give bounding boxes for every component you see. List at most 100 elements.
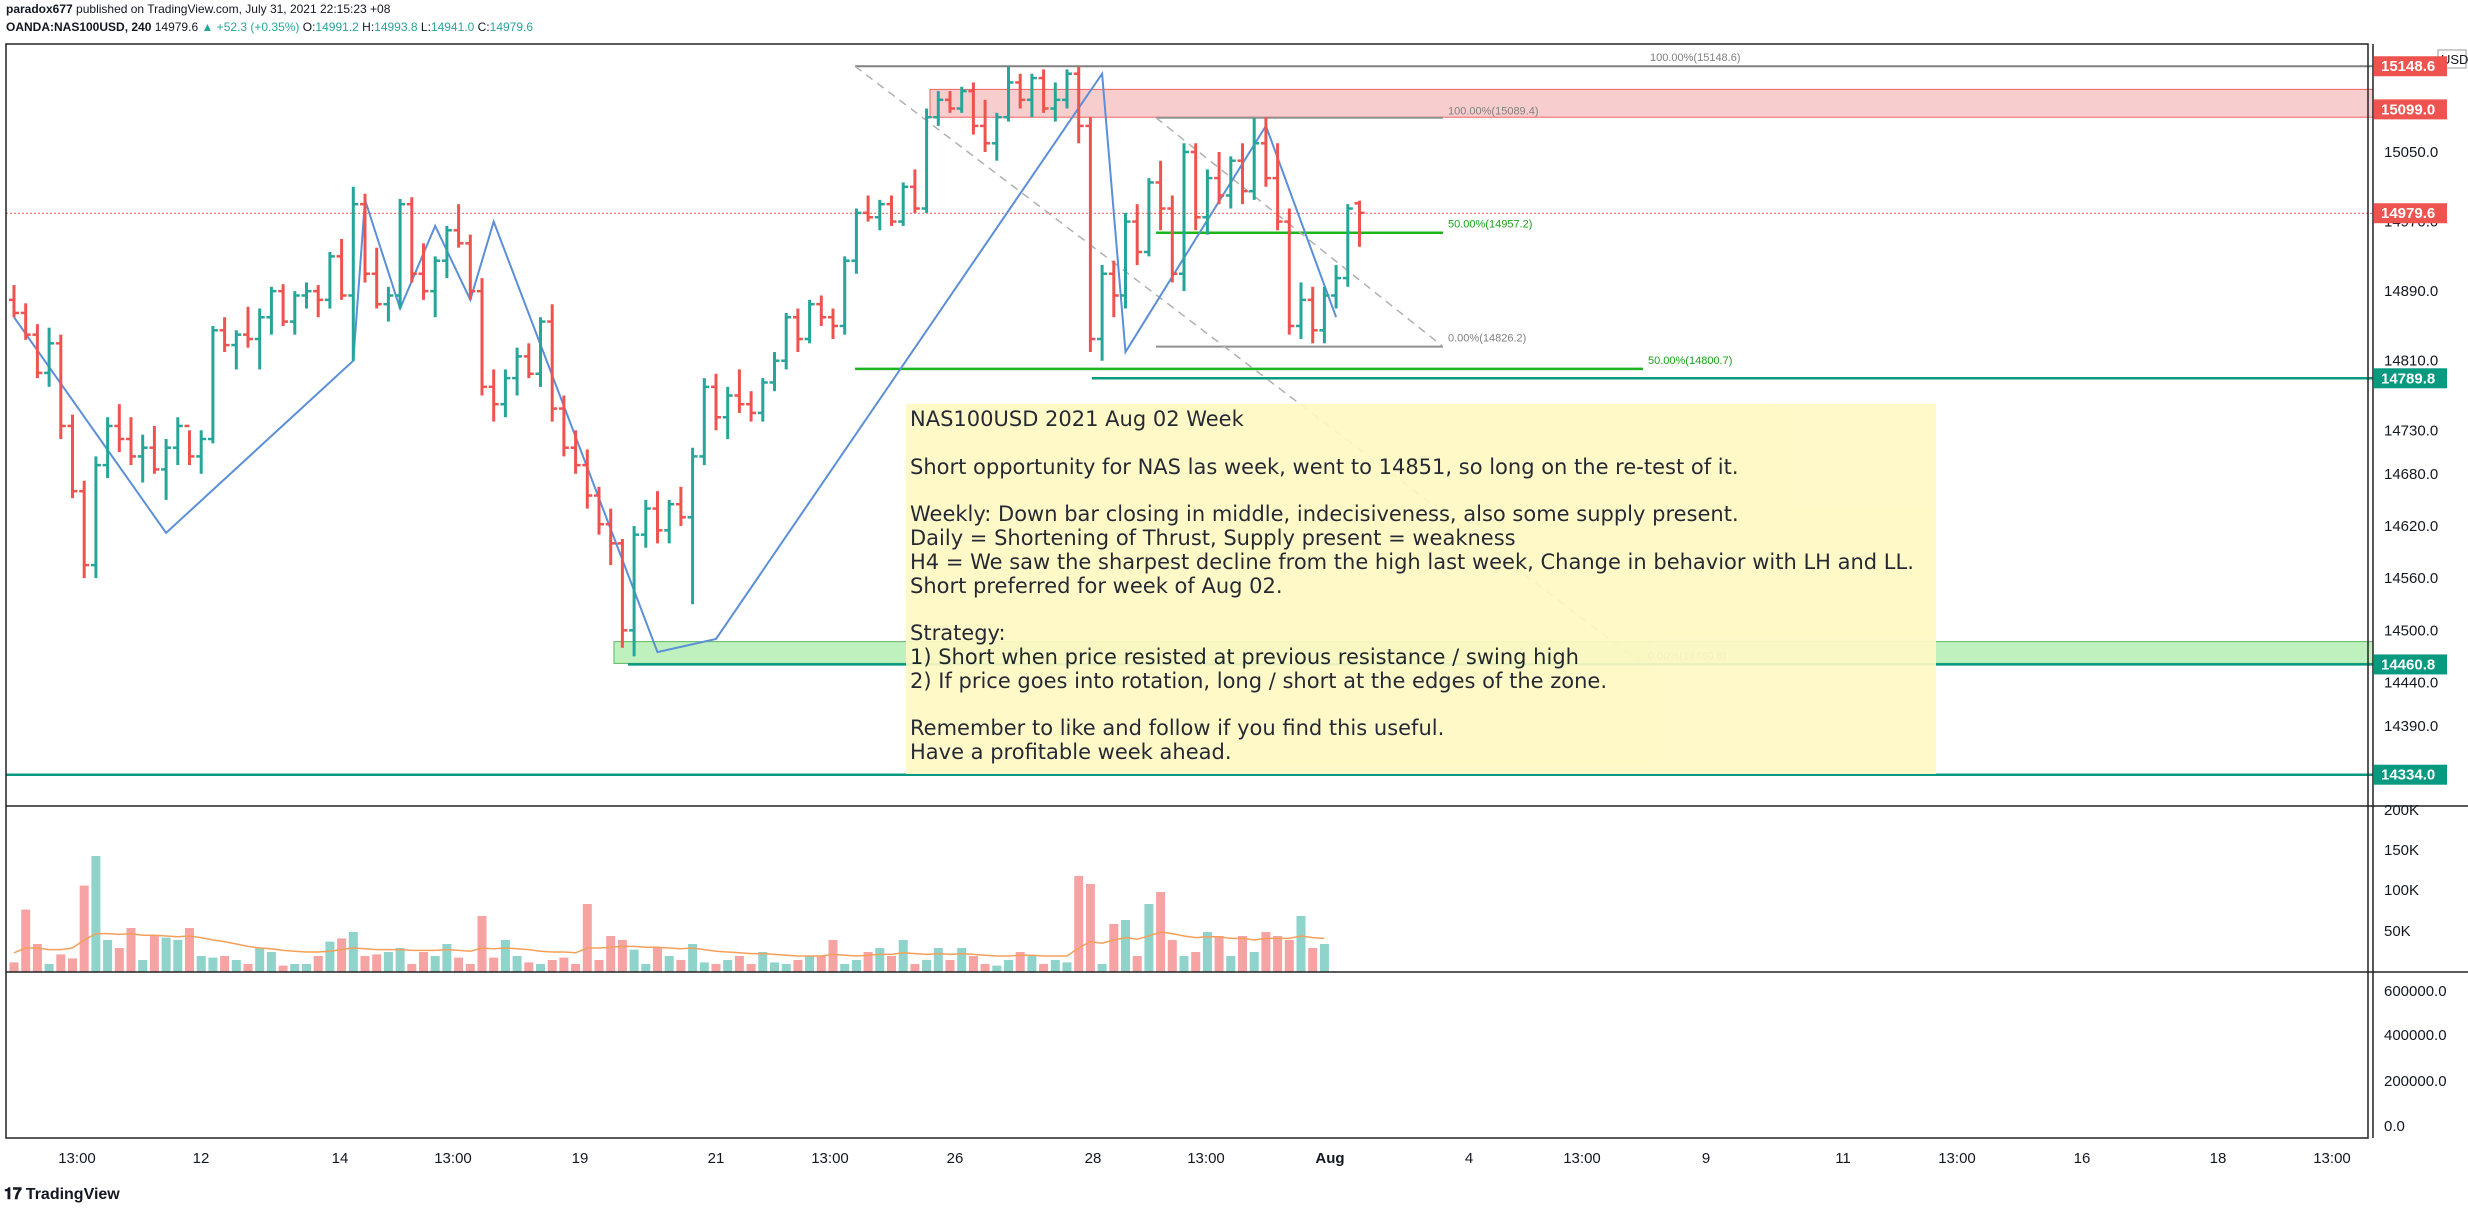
candles-layer [9, 66, 1365, 657]
note-line: Short preferred for week of Aug 02. [910, 573, 1283, 598]
candle [1050, 82, 1061, 122]
analysis-note[interactable]: NAS100USD 2021 Aug 02 Week Short opportun… [906, 404, 1936, 774]
volume-bar [1261, 932, 1271, 972]
volume-bar [863, 952, 873, 972]
candle [184, 424, 195, 466]
candle [266, 286, 277, 335]
candle [582, 449, 593, 509]
candle [430, 256, 441, 318]
close-label: C: [477, 20, 490, 34]
volume-bar [196, 956, 206, 972]
candle [67, 414, 78, 499]
symbol-label[interactable]: OANDA:NAS100USD, 240 [6, 20, 152, 34]
price-label-box [2374, 203, 2447, 224]
volume-bar [290, 964, 300, 972]
indicator-tick-label: 400000.0 [2384, 1027, 2447, 1044]
note-line [910, 694, 1936, 718]
volume-bar [9, 962, 19, 972]
candle [535, 317, 546, 387]
candle [1015, 73, 1026, 109]
candle [441, 225, 452, 279]
volume-bar [805, 956, 815, 972]
candle [126, 417, 136, 466]
candle [933, 91, 944, 126]
volume-bar [208, 957, 218, 972]
logo-text: TradingView [25, 1186, 120, 1203]
candle [289, 291, 300, 335]
tradingview-logo[interactable]: 𝟏𝟕 TradingView [4, 1186, 120, 1204]
fib-label: 100.00%(15089.4) [1448, 106, 1539, 118]
candle [781, 312, 792, 370]
volume-bar [793, 960, 803, 972]
candle [512, 347, 523, 396]
candle [898, 182, 909, 226]
candle [1085, 117, 1096, 353]
candle [336, 238, 347, 300]
note-line: Short opportunity for NAS las week, went… [910, 454, 1739, 479]
volume-bar [255, 948, 265, 972]
volume-bar [957, 948, 967, 972]
note-line: Have a profitable week ahead. [910, 740, 1232, 765]
x-tick-label: 13:00 [1938, 1150, 1976, 1167]
price-label-text: 15148.6 [2381, 58, 2435, 75]
volume-bar [1074, 876, 1084, 972]
candle [1062, 69, 1072, 109]
x-tick-label: 4 [1465, 1150, 1473, 1167]
volume-bar [1214, 936, 1224, 972]
note-line [910, 598, 1936, 622]
candle [1190, 143, 1201, 231]
volume-bar [676, 960, 686, 972]
volume-bar [688, 944, 698, 972]
note-line: Remember to like and follow if you find … [910, 716, 1445, 741]
x-tick-label: 13:00 [58, 1150, 96, 1167]
volume-tick-label: 200K [2384, 802, 2419, 819]
volume-bar [1050, 960, 1060, 972]
candle [1097, 265, 1108, 361]
volume-bar [933, 948, 943, 972]
y-tick-label: 14500.0 [2384, 622, 2438, 639]
candle [1179, 143, 1189, 292]
volume-bar [126, 928, 136, 972]
volume-bar [325, 941, 335, 972]
candle [652, 491, 663, 544]
volume-bar [79, 885, 89, 972]
candle [664, 499, 675, 544]
price-label-text: 14460.8 [2381, 656, 2435, 673]
volume-bar [454, 957, 464, 972]
volume-bar [313, 956, 323, 972]
candle [746, 391, 757, 422]
candle [278, 284, 289, 326]
fib-diagonal-main [854, 65, 1644, 666]
volume-bar [465, 964, 475, 972]
candle [243, 306, 253, 348]
volume-bar [1179, 956, 1189, 972]
author-name[interactable]: paradox677 [6, 2, 73, 16]
price-label-support-low: 14334.0 [2374, 764, 2447, 785]
candle [219, 317, 230, 353]
frame-layer [5, 43, 2468, 1139]
y-tick-label: 14560.0 [2384, 570, 2438, 587]
candle [231, 330, 242, 370]
note-line: 2) If price goes into rotation, long / s… [910, 668, 1607, 693]
price-label-box [2374, 368, 2447, 389]
low-label: L: [420, 20, 431, 34]
volume-bar [992, 965, 1002, 972]
indicator-tick-label: 0.0 [2384, 1118, 2405, 1135]
candle [1249, 118, 1260, 200]
candle [629, 525, 640, 657]
note-line [910, 479, 1936, 503]
candle [956, 86, 967, 113]
volume-bar [1191, 952, 1201, 972]
volume-bar [161, 937, 171, 972]
volume-bar [664, 956, 674, 972]
volume-bar [887, 956, 896, 972]
candle [874, 199, 885, 231]
candle [1026, 73, 1037, 118]
candle [523, 343, 534, 379]
volume-bar [103, 940, 113, 972]
price-label-box [2374, 764, 2447, 785]
volume-bar [337, 938, 347, 972]
volume-bar [1027, 956, 1037, 972]
candle [558, 395, 569, 457]
candle [757, 378, 768, 422]
